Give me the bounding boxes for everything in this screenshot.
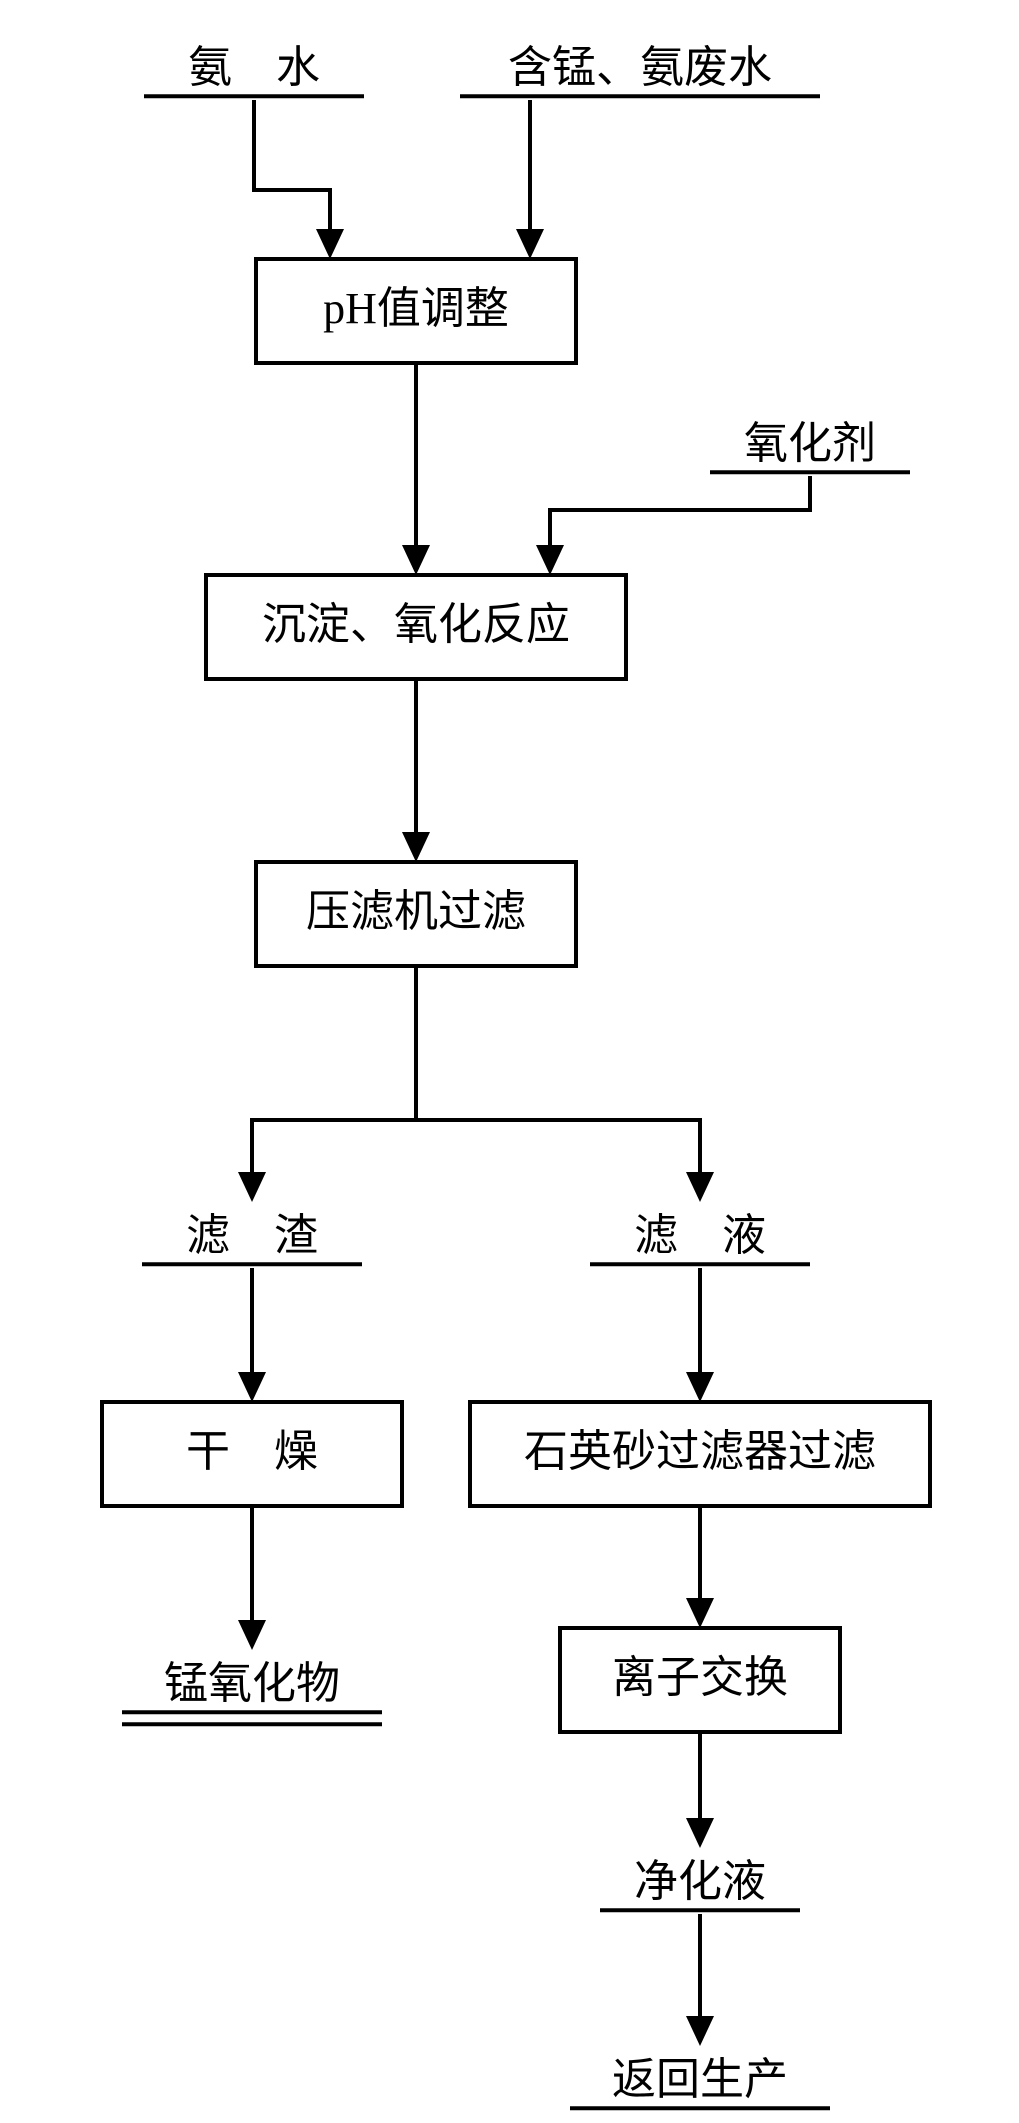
label-oxidant-text: 氧化剂	[744, 419, 876, 468]
flowchart-canvas: pH值调整沉淀、氧化反应压滤机过滤干 燥 石英砂过滤器过滤离子交换 氨 水 含锰、氨废…	[0, 0, 1019, 2123]
box-react: 沉淀、氧化反应	[206, 575, 626, 679]
box-dry-label: 干 燥	[186, 1427, 318, 1476]
box-dry: 干 燥	[102, 1402, 402, 1506]
box-ph: pH值调整	[256, 259, 576, 363]
label-residue-text: 滤 渣	[186, 1211, 318, 1260]
label-ammonia-text: 氨 水	[188, 43, 320, 92]
box-ionex-label: 离子交换	[612, 1653, 788, 1702]
box-quartz: 石英砂过滤器过滤	[470, 1402, 930, 1506]
label-wastewater-text: 含锰、氨废水	[508, 43, 772, 92]
label-return_prod-text: 返回生产	[612, 2055, 788, 2104]
box-ph-label: pH值调整	[323, 284, 509, 333]
label-mn_oxide-text: 锰氧化物	[164, 1659, 340, 1708]
box-press: 压滤机过滤	[256, 862, 576, 966]
label-purified-text: 净化液	[634, 1857, 766, 1906]
box-press-label: 压滤机过滤	[306, 887, 526, 936]
box-react-label: 沉淀、氧化反应	[262, 600, 570, 649]
label-wastewater: 含锰、氨废水	[460, 43, 820, 96]
box-quartz-label: 石英砂过滤器过滤	[524, 1427, 876, 1476]
box-ionex: 离子交换	[560, 1628, 840, 1732]
label-filtrate-text: 滤 液	[634, 1211, 766, 1260]
